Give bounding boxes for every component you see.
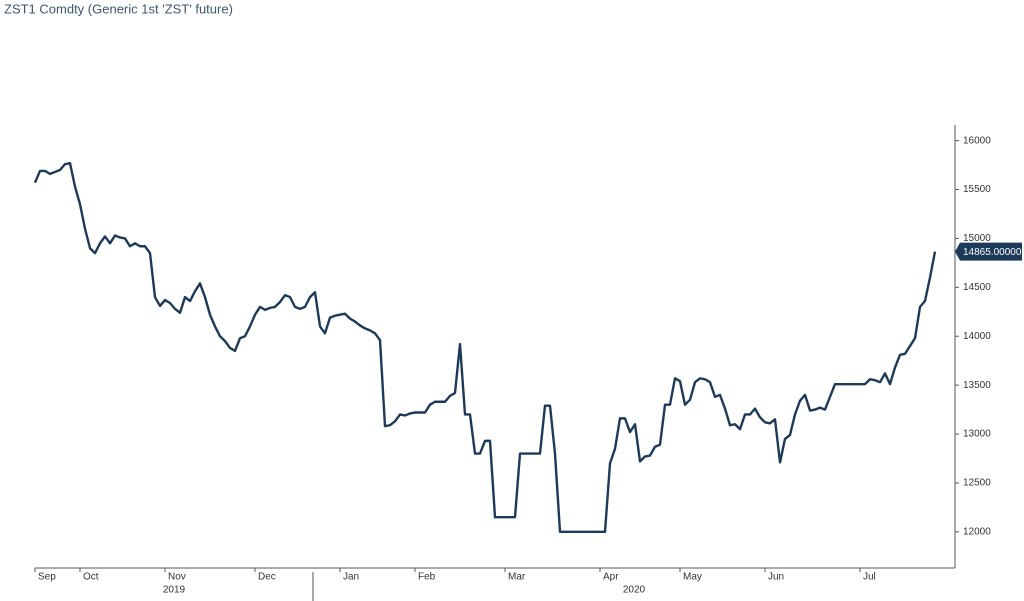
y-tick-label: 14000: [963, 331, 991, 342]
x-tick-label: Jan: [343, 572, 359, 583]
x-tick-label: Dec: [258, 572, 276, 583]
x-tick-label: Sep: [38, 572, 56, 583]
chart-title: ZST1 Comdty (Generic 1st 'ZST' future): [4, 1, 233, 16]
y-tick-label: 15500: [963, 184, 991, 195]
x-tick-label: Jul: [863, 572, 876, 583]
y-tick-label: 12500: [963, 478, 991, 489]
y-tick-label: 16000: [963, 135, 991, 146]
y-tick-label: 15000: [963, 233, 991, 244]
year-label: 2020: [623, 585, 646, 596]
x-tick-label: May: [683, 572, 702, 583]
value-label-box: [955, 242, 1022, 261]
x-tick-label: Mar: [508, 572, 526, 583]
x-tick-label: Oct: [83, 572, 99, 583]
x-tick-label: Feb: [418, 572, 436, 583]
y-tick-label: 13000: [963, 429, 991, 440]
x-tick-label: Apr: [603, 572, 619, 583]
year-label: 2019: [163, 585, 186, 596]
x-tick-label: Jun: [768, 572, 784, 583]
x-tick-label: Nov: [168, 572, 186, 583]
value-label: 14865.00000: [963, 247, 1022, 258]
price-line: [33, 161, 937, 534]
y-tick-label: 14500: [963, 282, 991, 293]
y-tick-label: 13500: [963, 380, 991, 391]
y-tick-label: 12000: [963, 526, 991, 537]
